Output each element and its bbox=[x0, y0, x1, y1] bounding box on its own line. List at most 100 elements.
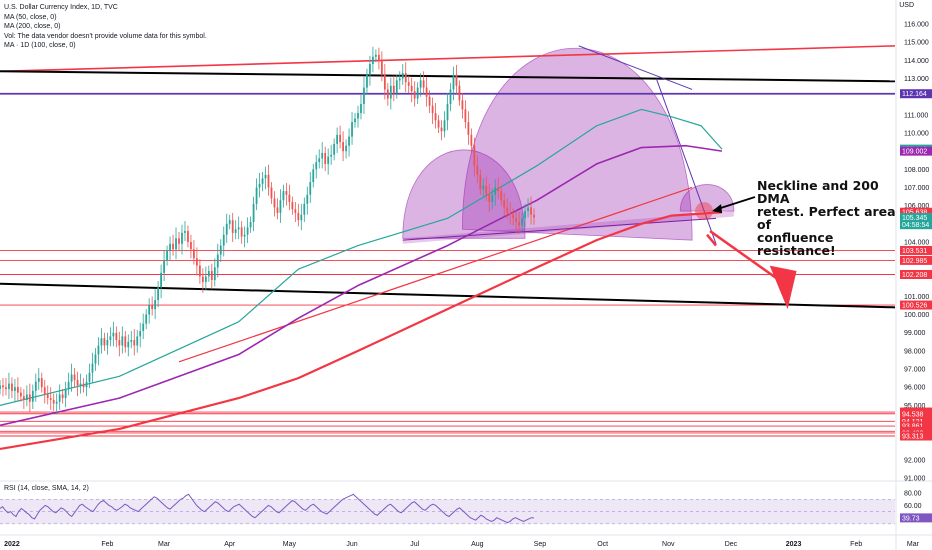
candle-body bbox=[497, 187, 500, 192]
candle-body bbox=[100, 338, 103, 346]
candle-body bbox=[530, 207, 532, 215]
candle-body bbox=[521, 218, 523, 226]
candle-body bbox=[363, 87, 365, 104]
candle-body bbox=[524, 211, 526, 219]
x-tick-label: Oct bbox=[597, 541, 608, 548]
y-tick-label: 101.000 bbox=[904, 294, 929, 301]
candle-body bbox=[181, 232, 183, 244]
candle-body bbox=[17, 387, 19, 393]
candle-body bbox=[297, 212, 300, 221]
annotation-arrowhead bbox=[712, 204, 723, 214]
rsi-tick-label: 80.00 bbox=[904, 491, 922, 498]
candle-body bbox=[196, 258, 198, 266]
ma200-legend: MA (200, close, 0) bbox=[4, 23, 61, 31]
candle-body bbox=[309, 182, 312, 195]
candle-body bbox=[330, 154, 333, 157]
candle-body bbox=[267, 174, 270, 188]
candle-body bbox=[43, 387, 46, 395]
price-label-box bbox=[900, 431, 932, 441]
candle-body bbox=[37, 378, 40, 382]
candle-body bbox=[348, 136, 350, 146]
candle-body bbox=[115, 332, 118, 341]
candle-body bbox=[479, 174, 482, 190]
candle-body bbox=[494, 187, 497, 195]
candle-body bbox=[22, 396, 25, 400]
x-tick-label: 2022 bbox=[4, 541, 20, 548]
candle-body bbox=[142, 323, 145, 331]
annotation-line-2: retest. Perfect area of bbox=[757, 204, 896, 232]
candle-body bbox=[485, 185, 488, 195]
candle-body bbox=[31, 390, 34, 402]
candle-body bbox=[204, 276, 207, 282]
candle-body bbox=[151, 305, 154, 310]
y-tick-label: 114.000 bbox=[904, 58, 929, 65]
ma100-line bbox=[0, 144, 723, 427]
candle-body bbox=[342, 142, 344, 152]
candle-body bbox=[8, 383, 10, 390]
candle-body bbox=[294, 209, 297, 213]
price-label: 93.313 bbox=[902, 434, 924, 441]
candle-body bbox=[55, 401, 58, 404]
candle-body bbox=[401, 73, 404, 79]
candle-body bbox=[345, 145, 347, 152]
candle-body bbox=[431, 105, 434, 114]
price-label-box bbox=[900, 421, 932, 431]
candle-body bbox=[437, 120, 440, 128]
price-label: 100.526 bbox=[902, 303, 927, 310]
candle-body bbox=[112, 332, 115, 337]
candle-body bbox=[264, 174, 267, 179]
symbol-title: U.S. Dollar Currency Index, 1D, TVC bbox=[4, 4, 118, 11]
price-label: 103.531 bbox=[902, 248, 927, 255]
rsi-legend: RSI (14, close, SMA, 14, 2) bbox=[4, 485, 89, 492]
x-tick-label: 2023 bbox=[786, 541, 802, 548]
candle-body bbox=[458, 85, 461, 101]
candle-body bbox=[58, 394, 61, 402]
x-tick-label: Mar bbox=[158, 541, 171, 548]
candle-body bbox=[252, 203, 255, 222]
price-label-box bbox=[900, 213, 932, 223]
price-label: 04:58:54 bbox=[902, 222, 929, 229]
price-label: 102.208 bbox=[902, 272, 927, 279]
candle-body bbox=[201, 276, 204, 282]
candle-body bbox=[127, 341, 130, 348]
candle-body bbox=[207, 271, 210, 277]
candle-body bbox=[246, 227, 249, 235]
candle-body bbox=[124, 336, 127, 348]
candle-body bbox=[169, 243, 171, 252]
currency-label: USD bbox=[899, 2, 914, 9]
price-label: 105.345 bbox=[902, 215, 927, 222]
candle-body bbox=[76, 379, 79, 386]
price-label-box bbox=[900, 416, 932, 426]
price-label-box bbox=[900, 89, 932, 99]
candle-body bbox=[383, 74, 386, 90]
candle-body bbox=[243, 234, 246, 237]
candle-body bbox=[255, 187, 258, 204]
candle-body bbox=[73, 374, 76, 380]
candle-body bbox=[163, 260, 165, 273]
candle-body bbox=[369, 64, 371, 75]
candle-body bbox=[512, 214, 515, 219]
candle-body bbox=[446, 103, 449, 121]
x-tick-label: Dec bbox=[725, 541, 738, 548]
candle-body bbox=[377, 54, 380, 61]
candle-body bbox=[276, 207, 279, 213]
price-label-box bbox=[900, 207, 932, 217]
candle-body bbox=[443, 120, 446, 132]
candle-body bbox=[234, 229, 237, 233]
candle-body bbox=[282, 191, 285, 201]
neckline-annotation: Neckline and 200 DMA retest. Perfect are… bbox=[757, 179, 907, 257]
candle-body bbox=[109, 336, 112, 341]
candle-body bbox=[500, 191, 503, 201]
candle-body bbox=[273, 198, 276, 208]
trendline bbox=[0, 45, 896, 73]
candle-body bbox=[28, 394, 31, 402]
y-tick-label: 92.000 bbox=[904, 457, 926, 464]
price-label-box bbox=[900, 245, 932, 255]
candle-body bbox=[14, 387, 16, 391]
candle-body bbox=[288, 194, 291, 203]
trendline bbox=[655, 78, 717, 244]
candle-body bbox=[354, 118, 356, 123]
y-tick-label: 108.000 bbox=[904, 167, 929, 174]
y-tick-label: 113.000 bbox=[904, 76, 929, 83]
